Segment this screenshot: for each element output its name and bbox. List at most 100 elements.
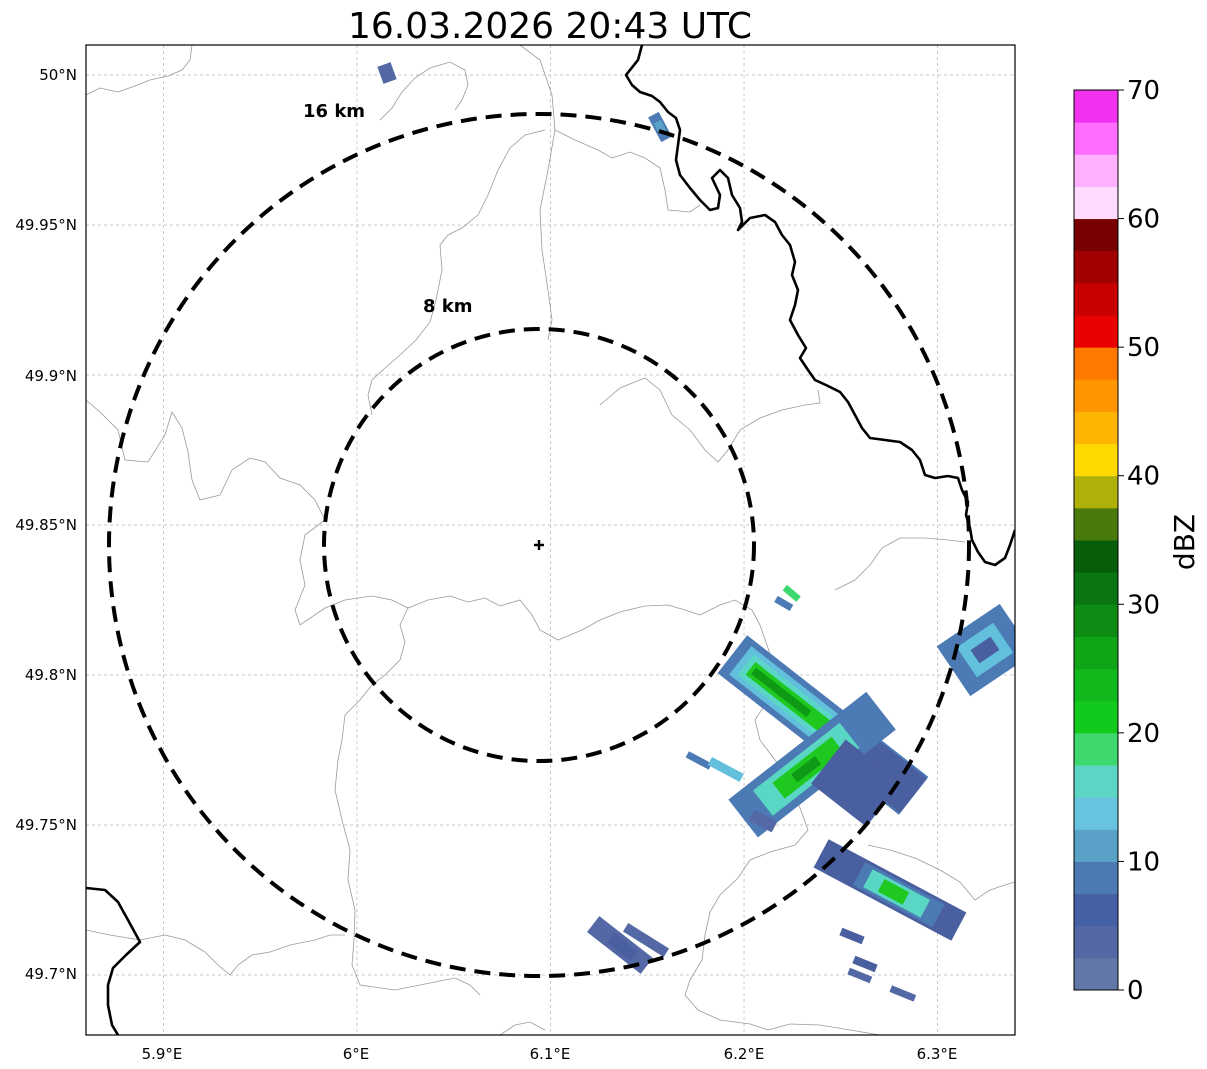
colorbar-segment: [1074, 186, 1118, 220]
echo-cell: [839, 927, 865, 945]
echo-cell: [774, 595, 794, 611]
colorbar-segment: [1074, 122, 1118, 155]
boundary-line: [86, 399, 326, 521]
colorbar-tick-label: 30: [1127, 590, 1160, 620]
colorbar-segment: [1074, 475, 1118, 509]
colorbar-tick-label: 20: [1127, 719, 1160, 749]
echo-cell: [847, 967, 873, 984]
colorbar-segment: [1074, 893, 1118, 927]
echo-cluster: [811, 739, 901, 827]
y-tick-label: 49.9°N: [25, 367, 77, 385]
range-ring-8km: [322, 327, 756, 763]
boundary-line: [499, 1021, 546, 1035]
echo-cell: [685, 751, 712, 770]
echo-cell: [791, 756, 822, 783]
echo-cell: [606, 932, 638, 961]
boundary-line: [334, 607, 481, 996]
colorbar-segment: [1074, 700, 1118, 734]
boundary-line: [379, 61, 469, 121]
echo-cell: [852, 955, 878, 973]
range-ring-16km: [107, 112, 971, 978]
boundary-line: [867, 844, 1015, 901]
colorbar-segment: [1074, 507, 1118, 541]
colorbar-segment: [1074, 250, 1118, 284]
radar-echoes: [377, 62, 1015, 1002]
admin-boundaries: [86, 45, 1015, 1035]
border-line: [86, 886, 142, 1035]
boundary-line: [834, 537, 966, 591]
x-axis-ticks: 5.9°E 6°E 6.1°E 6.2°E 6.3°E: [142, 1045, 958, 1063]
y-tick-label: 49.8°N: [25, 666, 77, 684]
echo-cell: [748, 809, 778, 833]
colorbar-segment: [1074, 797, 1118, 830]
x-tick-label: 6.3°E: [917, 1045, 958, 1063]
colorbar-segment: [1074, 90, 1118, 123]
colorbar-segment: [1074, 861, 1118, 895]
boundary-line: [86, 45, 193, 96]
echo-cluster: [587, 916, 653, 974]
colorbar-segment: [1074, 411, 1118, 445]
y-tick-label: 49.7°N: [25, 965, 77, 983]
ring-label-8km: 8 km: [423, 296, 473, 317]
boundary-line: [86, 929, 345, 976]
colorbar-tick-label: 40: [1127, 462, 1160, 492]
colorbar-segment: [1074, 540, 1118, 573]
map-frame: [85, 44, 1016, 1036]
colorbar-segment: [1074, 604, 1118, 637]
x-tick-label: 6.2°E: [724, 1045, 765, 1063]
echo-cluster: [728, 691, 896, 838]
echo-cell: [970, 636, 1000, 664]
colorbar-segment: [1074, 668, 1118, 702]
colorbar-segment: [1074, 572, 1118, 605]
y-tick-label: 50°N: [39, 66, 77, 84]
x-tick-label: 6.1°E: [530, 1045, 571, 1063]
figure-title: 16.03.2026 20:43 UTC: [348, 6, 752, 47]
echo-cell: [707, 757, 744, 782]
colorbar-segment: [1074, 443, 1118, 477]
colorbar-segment: [1074, 282, 1118, 316]
colorbar-segment: [1074, 636, 1118, 670]
colorbar-tick-label: 0: [1127, 976, 1144, 1006]
colorbar-segment: [1074, 957, 1118, 991]
y-tick-label: 49.85°N: [15, 516, 77, 534]
boundary-line: [519, 45, 701, 213]
echo-cell: [811, 739, 901, 827]
y-tick-label: 49.95°N: [15, 216, 77, 234]
boundary-line: [599, 377, 821, 463]
colorbar-segment: [1074, 765, 1118, 798]
colorbar-unit-label: dBZ: [1168, 514, 1201, 570]
range-rings: [107, 112, 971, 978]
echo-cell: [751, 667, 812, 718]
boundary-line: [367, 129, 546, 416]
colorbar-segment: [1074, 829, 1118, 862]
boundary-line: [767, 1023, 881, 1035]
colorbar-segment: [1074, 218, 1118, 252]
x-tick-label: 6°E: [343, 1045, 370, 1063]
echo-cell: [377, 62, 397, 84]
ring-label-16km: 16 km: [303, 101, 365, 122]
national-border: [86, 45, 1015, 1035]
echo-cell: [877, 879, 910, 905]
boundary-line: [699, 599, 761, 626]
colorbar: 0 10 20 30 40 50 60 70 dBZ: [1073, 76, 1201, 1006]
x-tick-label: 5.9°E: [142, 1045, 183, 1063]
colorbar-tick-label: 50: [1127, 333, 1160, 363]
radar-site-marker: [534, 540, 544, 550]
colorbar-tick-label: 70: [1127, 76, 1160, 106]
colorbar-ticks: 0 10 20 30 40 50 60 70: [1118, 76, 1160, 1006]
boundary-line: [539, 129, 556, 341]
echo-cell: [622, 923, 670, 957]
y-axis-ticks: 50°N 49.95°N 49.9°N 49.85°N 49.8°N 49.75…: [15, 66, 77, 983]
colorbar-segment: [1074, 347, 1118, 380]
border-line: [624, 45, 1015, 567]
colorbar-segment: [1074, 315, 1118, 348]
colorbar-tick-label: 10: [1127, 847, 1160, 877]
colorbar-segment: [1074, 154, 1118, 187]
map-layer: 8 km 16 km: [86, 45, 1015, 1035]
y-tick-label: 49.75°N: [15, 816, 77, 834]
colorbar-tick-label: 60: [1127, 205, 1160, 235]
colorbar-frame: [1073, 89, 1119, 991]
echo-cell: [889, 985, 917, 1002]
colorbar-segments: [1074, 90, 1118, 991]
